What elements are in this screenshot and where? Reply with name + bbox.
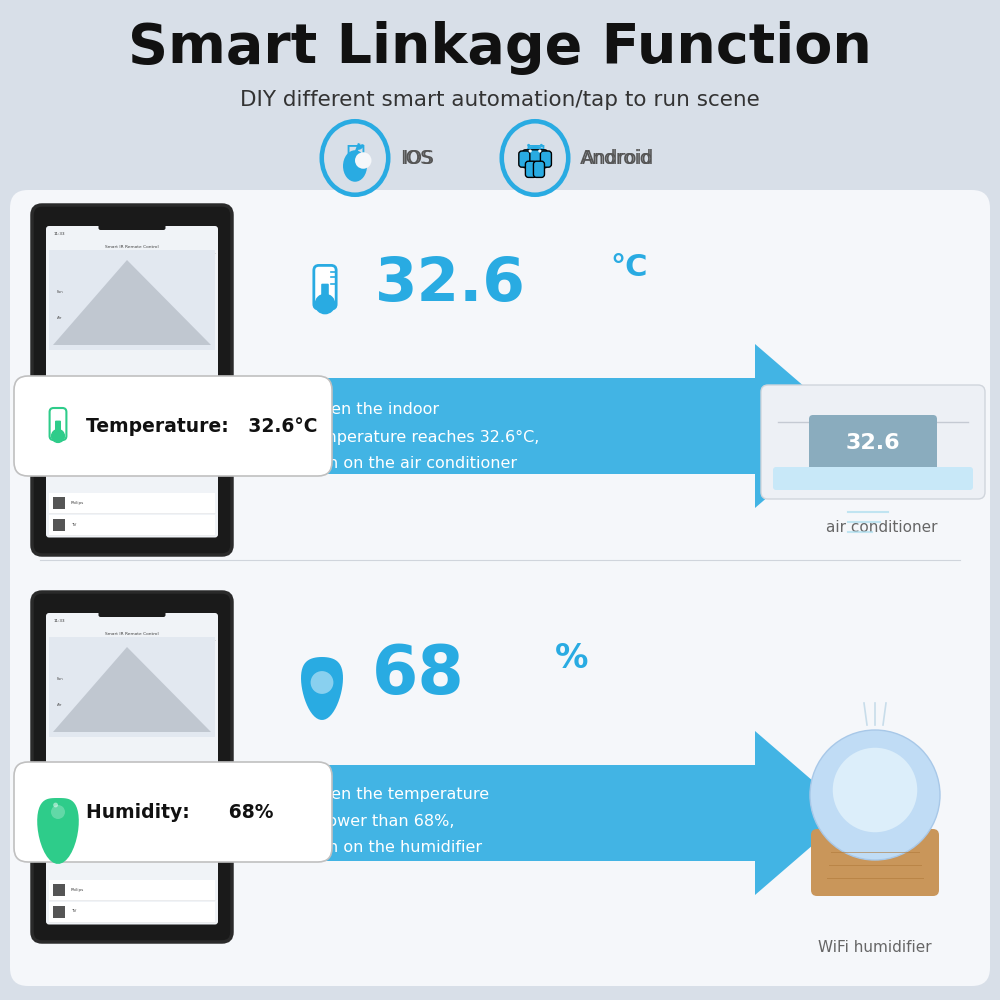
Ellipse shape	[321, 120, 389, 196]
Text: DIY different smart automation/tap to run scene: DIY different smart automation/tap to ru…	[240, 90, 760, 110]
Text: Temperature:   32.6°C: Temperature: 32.6°C	[86, 416, 318, 436]
Circle shape	[538, 149, 541, 153]
Text: TV: TV	[71, 522, 76, 526]
Text: : 	[345, 141, 365, 174]
FancyBboxPatch shape	[533, 161, 544, 177]
FancyBboxPatch shape	[519, 151, 530, 167]
Circle shape	[51, 805, 65, 819]
FancyBboxPatch shape	[49, 637, 215, 737]
FancyBboxPatch shape	[811, 829, 939, 896]
Ellipse shape	[501, 120, 569, 196]
Text: Android: Android	[580, 148, 652, 167]
Polygon shape	[37, 798, 79, 864]
Polygon shape	[53, 260, 211, 345]
Text: Humidity:      68%: Humidity: 68%	[86, 802, 274, 822]
Text: Android: Android	[582, 148, 654, 167]
Text: Smart IR Remote Control: Smart IR Remote Control	[105, 245, 159, 249]
Polygon shape	[285, 731, 850, 895]
Circle shape	[52, 430, 64, 442]
FancyBboxPatch shape	[53, 906, 65, 918]
FancyBboxPatch shape	[32, 205, 232, 555]
FancyBboxPatch shape	[14, 762, 332, 862]
Ellipse shape	[358, 144, 364, 150]
Text: IOS: IOS	[400, 148, 432, 167]
Text: 11:33: 11:33	[54, 232, 66, 236]
Text: 11:33: 11:33	[54, 619, 66, 623]
FancyBboxPatch shape	[314, 265, 336, 309]
Text: Temperature  32.6°C: Temperature 32.6°C	[53, 648, 94, 652]
FancyBboxPatch shape	[53, 884, 65, 896]
FancyBboxPatch shape	[46, 226, 218, 538]
FancyBboxPatch shape	[809, 415, 937, 471]
Text: IOS: IOS	[402, 148, 434, 167]
FancyBboxPatch shape	[321, 284, 329, 304]
Polygon shape	[53, 647, 211, 732]
Ellipse shape	[525, 146, 545, 157]
Text: Air: Air	[57, 703, 62, 707]
Circle shape	[311, 671, 333, 694]
Text: Humidity  68 %: Humidity 68 %	[108, 261, 138, 265]
Text: : 	[525, 141, 545, 174]
Text: is lower than 68%,: is lower than 68%,	[305, 814, 454, 828]
Text: temperature reaches 32.6°C,: temperature reaches 32.6°C,	[305, 429, 539, 445]
Circle shape	[810, 730, 940, 860]
FancyBboxPatch shape	[522, 150, 548, 168]
Text: When the temperature: When the temperature	[305, 788, 489, 802]
Ellipse shape	[343, 150, 367, 182]
Text: turn on the humidifier: turn on the humidifier	[305, 840, 482, 854]
FancyBboxPatch shape	[49, 880, 215, 900]
FancyBboxPatch shape	[32, 592, 232, 942]
FancyBboxPatch shape	[10, 190, 990, 986]
Text: Air: Air	[57, 316, 62, 320]
FancyBboxPatch shape	[761, 385, 985, 499]
Text: WiFi humidifier: WiFi humidifier	[818, 940, 932, 956]
Circle shape	[529, 149, 532, 153]
Text: air conditioner: air conditioner	[826, 520, 938, 536]
FancyBboxPatch shape	[55, 421, 61, 437]
Text: turn on the air conditioner: turn on the air conditioner	[305, 456, 517, 471]
FancyBboxPatch shape	[46, 613, 218, 924]
Circle shape	[833, 748, 917, 832]
Text: Smart IR Remote Control: Smart IR Remote Control	[105, 632, 159, 636]
Text: TV: TV	[71, 910, 76, 914]
Text: Philips: Philips	[71, 501, 84, 505]
Text: Fan: Fan	[57, 290, 64, 294]
FancyBboxPatch shape	[99, 604, 166, 617]
FancyBboxPatch shape	[49, 902, 215, 922]
FancyBboxPatch shape	[53, 518, 65, 530]
Text: Temperature  32.6°C: Temperature 32.6°C	[53, 261, 94, 265]
Text: °C: °C	[610, 253, 648, 282]
FancyBboxPatch shape	[99, 217, 166, 230]
Polygon shape	[301, 657, 343, 720]
FancyBboxPatch shape	[540, 151, 551, 167]
Text: Philips: Philips	[71, 888, 84, 892]
Circle shape	[355, 152, 372, 169]
Text: 68: 68	[372, 642, 465, 708]
Text: Humidity  68 %: Humidity 68 %	[108, 648, 138, 652]
FancyBboxPatch shape	[53, 496, 65, 508]
Circle shape	[316, 295, 334, 313]
Text: 32.6: 32.6	[375, 255, 526, 314]
Polygon shape	[285, 344, 850, 508]
FancyBboxPatch shape	[49, 250, 215, 350]
Text: Fan: Fan	[57, 677, 64, 681]
FancyBboxPatch shape	[14, 376, 332, 476]
Text: Smart Linkage Function: Smart Linkage Function	[128, 21, 872, 75]
FancyBboxPatch shape	[773, 467, 973, 490]
Text: When the indoor: When the indoor	[305, 402, 439, 418]
Text: 32.6: 32.6	[846, 433, 900, 453]
FancyBboxPatch shape	[49, 514, 215, 534]
FancyBboxPatch shape	[525, 161, 536, 177]
Text: %: %	[555, 642, 588, 674]
FancyBboxPatch shape	[49, 492, 215, 512]
FancyBboxPatch shape	[50, 408, 66, 440]
Circle shape	[53, 803, 58, 807]
